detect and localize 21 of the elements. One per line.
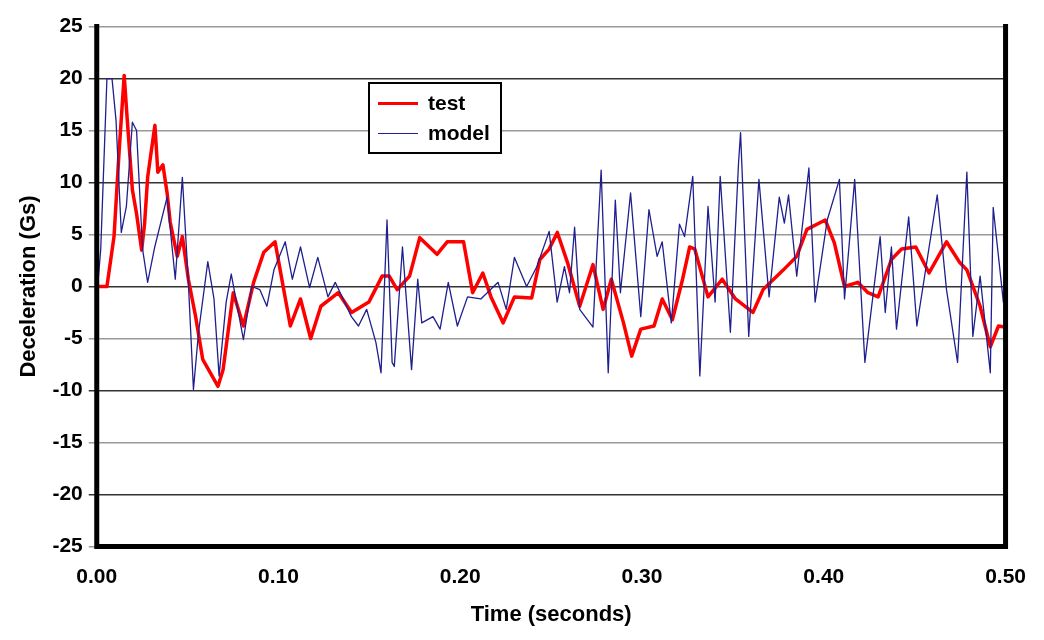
y-tick-label: 0 [71,273,83,297]
x-tick-label: 0.00 [76,563,118,587]
x-tick-label: 0.40 [803,563,845,587]
x-tick-label: 0.10 [258,563,299,587]
y-tick-label: -25 [52,533,84,557]
legend-label: test [428,91,466,115]
y-axis-title: Deceleration (Gs) [15,195,41,378]
y-tick-label: -10 [52,377,83,401]
y-tick-label: 10 [59,169,83,193]
legend-label: model [428,121,490,145]
x-axis-title: Time (seconds) [470,600,632,626]
x-tick-label: 0.20 [439,563,481,587]
y-tick-label: 15 [59,117,84,141]
y-tick-label: 25 [59,13,84,37]
y-tick-label: -20 [52,481,83,505]
y-tick-label: 20 [59,65,83,89]
y-tick-label: -5 [64,325,84,349]
y-tick-label: 5 [71,221,84,245]
x-tick-label: 0.30 [621,563,663,587]
x-tick-label: 0.50 [985,563,1026,587]
y-tick-label: -15 [52,429,84,453]
